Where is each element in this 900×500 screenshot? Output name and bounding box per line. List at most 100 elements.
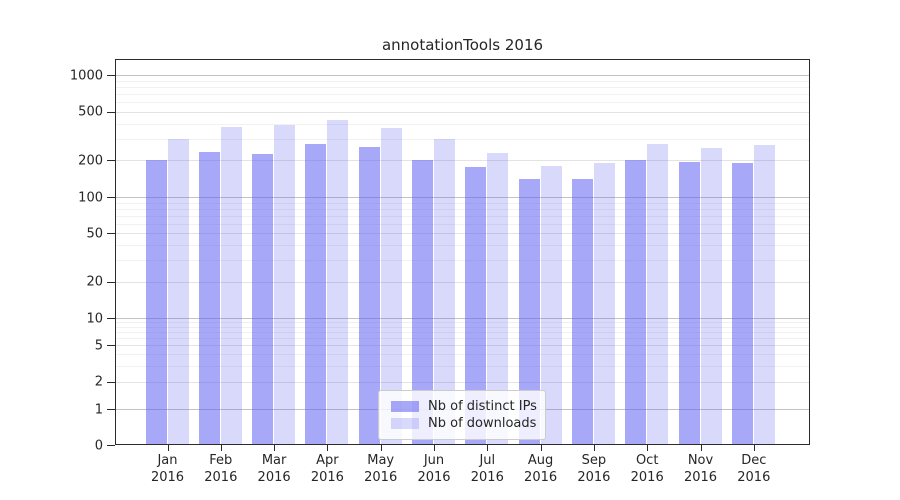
x-tick-mark (327, 445, 329, 451)
x-tick-mark (700, 445, 702, 451)
x-tick-label: May 2016 (364, 453, 398, 485)
minor-gridline (116, 80, 809, 82)
legend: Nb of distinct IPs Nb of downloads (378, 390, 546, 440)
legend-entry-downloads: Nb of downloads (387, 415, 537, 432)
y-tick-label: 200 (78, 153, 103, 169)
x-tick-label: Dec 2016 (737, 453, 771, 485)
minor-gridline (116, 245, 809, 247)
bar-distinct-ips-apr (305, 144, 327, 444)
bar-distinct-ips-nov (678, 161, 700, 444)
bar-distinct-ips-oct (625, 160, 647, 444)
x-tick-mark (647, 445, 649, 451)
minor-gridline (116, 338, 809, 340)
minor-gridline (116, 102, 809, 104)
y-tick-label: 50 (86, 226, 103, 242)
x-tick-mark (167, 445, 169, 451)
x-tick-label: Oct 2016 (630, 453, 664, 485)
bar-distinct-ips-mar (252, 154, 274, 444)
y-tick-label: 2 (94, 374, 103, 390)
bar-downloads-jul (487, 152, 509, 444)
y-tick-mark (107, 381, 115, 383)
minor-gridline (116, 138, 809, 140)
y-tick-label: 20 (86, 274, 103, 290)
x-tick-label: Mar 2016 (257, 453, 291, 485)
minor-gridline (116, 202, 809, 204)
major-gridline (116, 318, 809, 319)
major-gridline (116, 75, 809, 76)
x-tick-mark (753, 445, 755, 451)
x-tick-label: Jul 2016 (470, 453, 504, 485)
y-tick-mark (107, 111, 115, 113)
bar-distinct-ips-jan (145, 160, 167, 444)
minor-gridline (116, 208, 809, 210)
bar-downloads-may (380, 127, 402, 444)
y-tick-label: 0 (94, 438, 103, 453)
x-tick-mark (540, 445, 542, 451)
x-tick-mark (220, 445, 222, 451)
bar-downloads-nov (700, 148, 722, 444)
bar-downloads-dec (753, 145, 775, 444)
x-tick-label: Sep 2016 (577, 453, 611, 485)
x-tick-label: Apr 2016 (310, 453, 344, 485)
x-tick-label: Jan 2016 (150, 453, 185, 485)
major-gridline (116, 197, 809, 198)
bar-distinct-ips-jul (465, 167, 487, 444)
y-tick-mark (107, 75, 115, 76)
minor-gridline (116, 215, 809, 217)
legend-swatch-distinct-ips (391, 401, 419, 412)
gridline (116, 281, 809, 283)
y-tick-mark (107, 233, 115, 235)
y-tick-label: 10 (86, 311, 103, 326)
bar-distinct-ips-sep (571, 179, 593, 444)
bar-downloads-apr (327, 119, 349, 444)
minor-gridline (116, 86, 809, 88)
bar-downloads-oct (647, 144, 669, 444)
plot-area (115, 59, 810, 445)
bar-downloads-jan (167, 138, 189, 444)
gridline (116, 160, 809, 162)
x-tick-label: Feb 2016 (204, 453, 238, 485)
minor-gridline (116, 123, 809, 125)
minor-gridline (116, 93, 809, 95)
x-tick-mark (487, 445, 489, 451)
y-tick-label: 1 (94, 402, 103, 417)
bar-downloads-aug (540, 165, 562, 444)
bar-downloads-mar (274, 124, 296, 444)
legend-entry-distinct-ips: Nb of distinct IPs (387, 398, 537, 415)
legend-label-downloads: Nb of downloads (428, 416, 537, 431)
gridline (116, 345, 809, 347)
y-tick-mark (107, 160, 115, 162)
y-tick-mark (107, 197, 115, 198)
y-tick-label: 5 (94, 338, 103, 354)
y-tick-label: 100 (78, 190, 103, 205)
minor-gridline (116, 332, 809, 334)
minor-gridline (116, 326, 809, 328)
gridline (116, 381, 809, 383)
x-tick-mark (593, 445, 595, 451)
y-tick-mark (107, 281, 115, 283)
bar-distinct-ips-may (358, 147, 380, 444)
bar-distinct-ips-aug (518, 179, 540, 444)
chart-title: annotationTools 2016 (381, 36, 544, 54)
bar-downloads-sep (593, 163, 615, 444)
legend-label-distinct-ips: Nb of distinct IPs (428, 399, 537, 414)
y-tick-label: 1000 (69, 68, 103, 83)
y-tick-mark (107, 345, 115, 347)
bar-downloads-jun (434, 138, 455, 444)
bar-distinct-ips-feb (198, 151, 220, 444)
x-tick-mark (380, 445, 382, 451)
x-tick-mark (434, 445, 435, 451)
minor-gridline (116, 365, 809, 367)
minor-gridline (116, 354, 809, 356)
y-tick-mark (107, 445, 115, 446)
gridline (116, 233, 809, 235)
bar-downloads-feb (220, 126, 242, 444)
bar-distinct-ips-dec (731, 163, 753, 444)
y-tick-label: 500 (78, 104, 103, 120)
x-tick-mark (274, 445, 276, 451)
x-tick-label: Aug 2016 (524, 453, 558, 485)
x-tick-label: Nov 2016 (683, 453, 718, 485)
minor-gridline (116, 223, 809, 225)
minor-gridline (116, 260, 809, 262)
